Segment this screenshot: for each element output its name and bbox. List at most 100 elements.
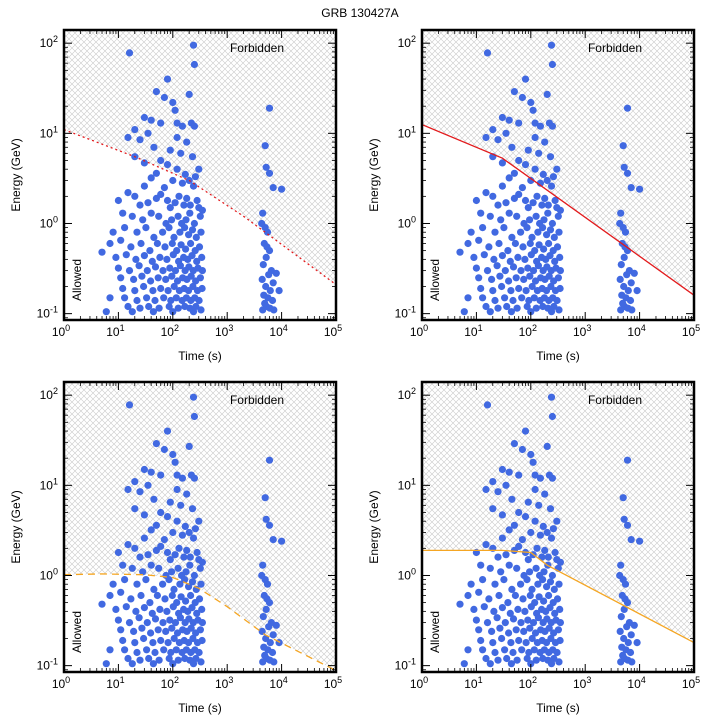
data-point-151 (157, 636, 165, 645)
data-point-181 (102, 308, 110, 316)
data-point-135 (488, 275, 496, 283)
data-point-2 (548, 412, 557, 421)
data-point-61 (544, 553, 552, 561)
data-point-42 (261, 142, 269, 150)
data-point-101 (535, 241, 543, 249)
data-point-212 (263, 243, 271, 251)
data-point-48 (114, 548, 122, 557)
data-point-48 (114, 196, 122, 205)
data-point-105 (195, 595, 204, 603)
x-tick-label: 101 (106, 323, 124, 339)
data-point-47 (265, 104, 274, 112)
data-point-57 (171, 199, 179, 207)
data-point-125 (159, 267, 167, 275)
y-tick-label: 101 (398, 124, 416, 140)
data-point-153 (528, 282, 536, 291)
data-point-107 (480, 251, 488, 259)
data-point-152 (164, 287, 172, 295)
data-point-151 (515, 284, 523, 293)
data-point-12 (173, 471, 181, 479)
data-point-172 (124, 654, 132, 663)
data-point-75 (544, 209, 552, 217)
y-tick-label: 102 (40, 34, 58, 50)
data-point-189 (617, 209, 625, 217)
data-point-6 (171, 106, 179, 114)
data-point-164 (160, 646, 168, 654)
data-point-127 (529, 619, 538, 627)
data-point-121 (125, 619, 134, 627)
panel-2: 100 101 102 103 104 105 10-1 100 101 102 Time (s) E… (367, 28, 700, 363)
data-point-9 (498, 465, 506, 474)
data-point-204 (268, 296, 277, 305)
x-tick-label: 104 (627, 675, 645, 691)
data-point-62 (193, 196, 201, 205)
data-point-213 (258, 219, 266, 228)
data-point-74 (182, 568, 190, 576)
data-point-98 (161, 243, 169, 251)
y-tick-label: 10-1 (395, 305, 416, 321)
x-tick-label: 105 (324, 675, 342, 691)
data-point-30 (173, 517, 181, 525)
data-point-194 (262, 605, 270, 614)
x-tick-label: 103 (215, 323, 233, 339)
data-point-210 (272, 621, 280, 629)
data-point-200 (262, 282, 270, 291)
data-point-51 (494, 553, 502, 561)
data-point-47 (623, 104, 632, 112)
data-point-200 (620, 282, 628, 291)
data-point-201 (624, 639, 632, 647)
data-point-41 (547, 182, 556, 190)
data-point-109 (498, 252, 506, 260)
data-point-198 (616, 275, 624, 283)
data-point-174 (145, 302, 153, 311)
data-point-165 (167, 648, 175, 657)
data-point-78 (109, 228, 117, 236)
data-point-146 (554, 626, 563, 634)
panel-4: 100 101 102 103 104 105 10-1 100 101 102 Time (s) E… (367, 380, 700, 715)
data-point-58 (175, 544, 183, 552)
data-point-149 (140, 282, 148, 291)
x-tick-label: 100 (52, 675, 70, 691)
allowed-label: Allowed (428, 259, 442, 301)
data-point-107 (480, 603, 488, 611)
data-point-188 (464, 646, 472, 654)
data-point-189 (259, 561, 267, 569)
data-point-23 (166, 146, 174, 154)
data-point-122 (493, 262, 501, 270)
data-point-153 (170, 634, 178, 643)
data-point-58 (175, 192, 183, 200)
data-point-47 (265, 456, 274, 464)
data-point-51 (136, 201, 144, 209)
data-point-58 (533, 192, 541, 200)
data-point-211 (633, 287, 641, 295)
data-point-120 (472, 264, 480, 272)
x-axis-label: Time (s) (536, 349, 580, 363)
data-point-124 (509, 263, 518, 271)
x-tick-label: 103 (573, 323, 591, 339)
data-point-165 (525, 648, 533, 657)
data-point-89 (546, 226, 555, 234)
data-point-213 (616, 219, 624, 228)
data-point-81 (142, 224, 150, 232)
data-point-135 (130, 627, 138, 636)
data-point-120 (472, 616, 480, 624)
data-point-113 (169, 251, 177, 259)
data-point-6 (171, 458, 179, 466)
data-point-50 (131, 544, 139, 552)
data-point-93 (117, 588, 125, 596)
data-point-101 (177, 241, 185, 249)
data-point-119 (198, 605, 206, 614)
data-point-99 (168, 239, 176, 248)
data-point-157 (547, 282, 555, 291)
data-point-94 (485, 595, 493, 603)
data-point-187 (456, 248, 464, 256)
data-point-74 (182, 216, 190, 224)
data-point-81 (500, 224, 508, 232)
data-point-183 (149, 308, 157, 316)
data-point-15 (190, 122, 198, 130)
data-point-189 (617, 561, 625, 569)
data-point-67 (139, 568, 147, 576)
data-point-134 (475, 274, 483, 282)
data-point-1 (547, 41, 556, 49)
data-point-27 (188, 153, 197, 161)
